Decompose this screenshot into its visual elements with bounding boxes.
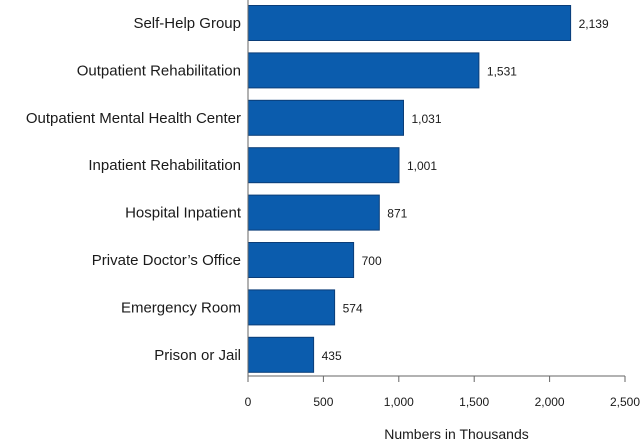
x-tick-label: 2,500 [610, 395, 640, 409]
category-label-outpatient-rehabilitation: Outpatient Rehabilitation [77, 62, 241, 79]
value-label-emergency-room: 574 [343, 301, 363, 315]
value-label-hospital-inpatient: 871 [387, 207, 407, 221]
value-label-prison-or-jail: 435 [322, 349, 342, 363]
category-label-inpatient-rehabilitation: Inpatient Rehabilitation [88, 157, 241, 174]
category-label-private-doctor-s-office: Private Doctor’s Office [92, 252, 241, 269]
value-label-private-doctor-s-office: 700 [362, 254, 382, 268]
bar-emergency-room [247, 289, 336, 326]
bars-group [247, 5, 572, 373]
value-label-inpatient-rehabilitation: 1,001 [407, 159, 437, 173]
x-tick-label: 1,000 [384, 395, 414, 409]
bar-hospital-inpatient [247, 194, 380, 231]
value-label-outpatient-mental-health-center: 1,031 [412, 112, 442, 126]
bar-prison-or-jail [247, 336, 315, 373]
value-label-outpatient-rehabilitation: 1,531 [487, 64, 517, 78]
x-tick-label: 0 [245, 395, 252, 409]
x-axis-title: Numbers in Thousands [384, 426, 528, 442]
bar-outpatient-mental-health-center [247, 99, 404, 136]
value-label-self-help-group: 2,139 [579, 17, 609, 31]
category-labels: Self-Help Group Outpatient Rehabilitation… [26, 15, 242, 364]
bar-self-help-group [247, 5, 572, 41]
x-tick-label: 500 [313, 395, 333, 409]
x-tick-label: 2,000 [535, 395, 565, 409]
x-axis-ticks: 0 500 1,000 1,500 2,000 2,500 [245, 376, 640, 409]
category-label-hospital-inpatient: Hospital Inpatient [125, 205, 242, 222]
bar-inpatient-rehabilitation [247, 147, 400, 184]
bar-private-doctor-s-office [247, 242, 355, 278]
bar-outpatient-rehabilitation [247, 52, 480, 89]
category-label-self-help-group: Self-Help Group [133, 15, 241, 32]
value-labels: 2,139 1,531 1,031 1,001 871 700 574 435 [322, 17, 609, 363]
category-label-outpatient-mental-health-center: Outpatient Mental Health Center [26, 110, 241, 127]
category-label-prison-or-jail: Prison or Jail [154, 347, 241, 364]
category-label-emergency-room: Emergency Room [121, 299, 241, 316]
x-tick-label: 1,500 [459, 395, 489, 409]
